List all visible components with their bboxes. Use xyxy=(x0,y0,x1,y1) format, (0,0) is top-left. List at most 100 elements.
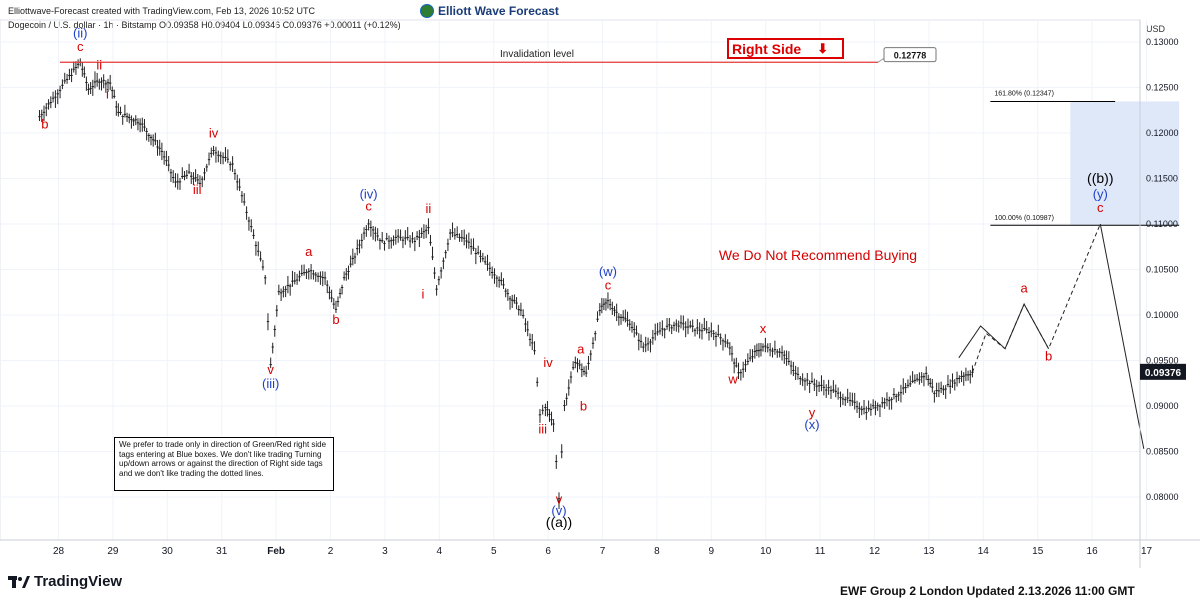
target-zone: 161.80% (0.12347) 100.00% (0.10987) xyxy=(990,90,1180,226)
price-path xyxy=(38,58,974,510)
y-tick-label: 0.09000 xyxy=(1146,401,1179,411)
x-tick-label: 30 xyxy=(162,546,174,557)
wave-label: (w) xyxy=(599,264,617,279)
x-tick-label: 6 xyxy=(545,546,551,557)
x-tick-label: 29 xyxy=(107,546,119,557)
invalidation-tag-box xyxy=(883,47,937,63)
wave-label: b xyxy=(1045,349,1052,364)
y-tick-label: 0.10500 xyxy=(1146,265,1179,275)
wave-label: (iv) xyxy=(360,187,378,202)
update-note: EWF Group 2 London Updated 2.13.2026 11:… xyxy=(840,584,1135,598)
current-price-label: 0.09376 xyxy=(1145,368,1182,379)
tradingview-icon xyxy=(8,575,30,588)
x-tick-label: 7 xyxy=(600,546,606,557)
x-tick-label: 28 xyxy=(53,546,65,557)
current-price-box xyxy=(1140,363,1186,380)
x-tick-label: 2 xyxy=(328,546,334,557)
wave-label: c xyxy=(77,39,84,54)
tradingview-label: TradingView xyxy=(34,573,123,590)
x-tick-label: 3 xyxy=(382,546,388,557)
wave-label: b xyxy=(41,116,48,131)
target-zone-box xyxy=(1070,101,1180,226)
x-tick-label: 10 xyxy=(760,546,772,557)
wave-label: iv xyxy=(543,355,553,370)
x-tick-label: 11 xyxy=(815,546,826,557)
wave-label: a xyxy=(577,341,585,356)
source-line: Elliottwave-Forecast created with Tradin… xyxy=(8,6,315,16)
brand-logo: Elliott Wave Forecast xyxy=(420,4,559,18)
wave-label: b xyxy=(332,312,339,327)
axes: 0.13000 0.12500 0.12000 0.11500 0.11000 0.105… xyxy=(0,20,1200,568)
chart-header: Elliottwave-Forecast created with Tradin… xyxy=(8,6,401,30)
wave-label: a xyxy=(305,244,313,259)
wave-label: iii xyxy=(538,421,547,436)
wave-label: ((b)) xyxy=(1087,170,1113,186)
y-tick-label: 0.13000 xyxy=(1146,37,1179,47)
projection-solid-line xyxy=(958,302,1050,359)
x-tick-label: 9 xyxy=(709,546,715,557)
y-tick-label: 0.09500 xyxy=(1146,356,1179,366)
no-buy-annotation: We Do Not Recommend Buying xyxy=(719,247,917,263)
wave-label: iii xyxy=(193,182,202,197)
wave-label: v xyxy=(267,362,274,377)
invalidation-tag-label: 0.12778 xyxy=(894,51,927,61)
wave-label: w xyxy=(727,371,738,386)
trading-note-box: We prefer to trade only in direction of … xyxy=(114,437,334,491)
wave-label: ii xyxy=(96,57,102,72)
wave-label: a xyxy=(1021,280,1029,295)
x-tick-label: 31 xyxy=(216,546,228,557)
wave-label: b xyxy=(580,399,587,414)
wave-label: v xyxy=(556,491,563,506)
right-side-label: Right Side xyxy=(732,40,802,57)
x-tick-label: 14 xyxy=(978,546,990,557)
y-tick-label: 0.12500 xyxy=(1146,83,1179,93)
x-tick-label: 17 xyxy=(1141,546,1153,557)
x-tick-label: 15 xyxy=(1032,546,1044,557)
x-tick-label: 12 xyxy=(869,546,881,557)
projection-decline-line xyxy=(1099,223,1145,449)
wave-label: c xyxy=(365,198,372,213)
projection xyxy=(958,223,1145,449)
currency-label: USD xyxy=(1146,24,1166,34)
y-tick-label: 0.11500 xyxy=(1146,174,1178,184)
brand-globe-icon xyxy=(420,4,434,18)
x-tick-label: 16 xyxy=(1087,546,1099,557)
wave-label: ((a)) xyxy=(546,514,572,530)
brand-name: Elliott Wave Forecast xyxy=(438,4,559,18)
invalidation-label: Invalidation level xyxy=(500,49,574,60)
x-tick-label: Feb xyxy=(267,546,285,557)
wave-label: i xyxy=(422,287,425,302)
y-tick-label: 0.08000 xyxy=(1146,492,1179,502)
wave-label: (x) xyxy=(804,417,819,432)
fib-100-label: 100.00% (0.10987) xyxy=(994,215,1054,222)
projection-dashed-line xyxy=(971,223,1101,373)
y-tick-label: 0.10000 xyxy=(1146,310,1179,320)
arrow-down-icon: ⬇ xyxy=(817,40,829,56)
trading-note-text: We prefer to trade only in direction of … xyxy=(119,440,327,478)
x-tick-label: 8 xyxy=(654,546,660,557)
symbol-line: Dogecoin / U.S. dollar · 1h · Bitstamp O… xyxy=(8,20,401,30)
y-tick-label: 0.11000 xyxy=(1146,219,1178,229)
wave-label: (v) xyxy=(551,503,566,518)
wave-label: x xyxy=(760,321,767,336)
wave-label: ii xyxy=(426,201,432,216)
x-tick-label: 4 xyxy=(437,546,443,557)
right-side-tag: Right Side ⬇ xyxy=(727,38,844,59)
invalidation-line: Invalidation level 0.12778 xyxy=(60,47,937,63)
y-tick-label: 0.08500 xyxy=(1146,447,1179,457)
y-tick-label: 0.12000 xyxy=(1146,128,1179,138)
wave-label: c xyxy=(1097,200,1104,215)
wave-label: (iii) xyxy=(262,376,279,391)
fib-161-label: 161.80% (0.12347) xyxy=(994,90,1054,97)
wave-label: (y) xyxy=(1093,187,1108,202)
x-tick-label: 13 xyxy=(923,546,935,557)
wave-label: y xyxy=(809,405,816,420)
wave-label: iv xyxy=(209,126,219,141)
x-tick-label: 5 xyxy=(491,546,497,557)
tradingview-logo[interactable]: TradingView xyxy=(8,573,122,590)
wave-label: c xyxy=(605,278,612,293)
wave-label: i xyxy=(106,86,109,101)
wave-label: (ii) xyxy=(73,25,87,40)
wave-labels: bc(ii)iiiiiiivv(iii)abc(iv)iiiaivbiiic(w… xyxy=(41,25,1113,530)
